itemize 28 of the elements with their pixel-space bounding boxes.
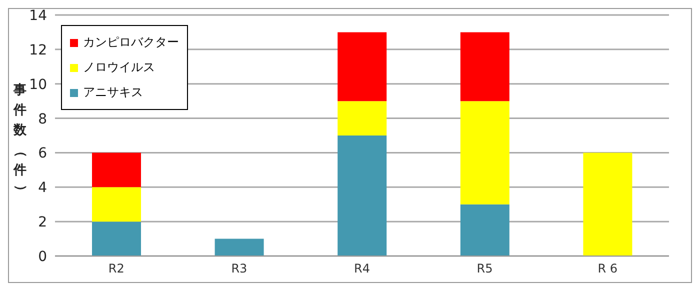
y-axis-title: 事件数（件） (12, 82, 29, 200)
bar (338, 101, 387, 136)
legend-label: ノロウイルス (83, 59, 155, 76)
x-tick-label: R2 (108, 262, 124, 276)
bar (92, 152, 141, 188)
x-tick-label: R 6 (598, 262, 618, 276)
y-tick-label: 2 (38, 214, 47, 231)
y-tick-label: 8 (38, 111, 47, 128)
y-tick-label: 6 (38, 146, 48, 162)
bar (460, 32, 510, 102)
x-tick-label: R5 (476, 262, 493, 276)
legend-label: カンピロバクター (83, 34, 179, 51)
y-tick-label: 12 (29, 42, 47, 58)
bar (460, 204, 510, 256)
bar (92, 187, 141, 222)
x-tick-label: R4 (354, 262, 370, 276)
bar (338, 136, 387, 256)
x-tick-label: R3 (231, 262, 248, 276)
y-tick-label: 10 (29, 76, 47, 93)
bar (583, 152, 632, 256)
y-tick-label: 0 (38, 248, 47, 265)
bar (338, 32, 387, 102)
y-tick-label: 14 (29, 8, 48, 24)
y-tick-label: 4 (38, 180, 48, 196)
bar (460, 101, 510, 204)
bar (92, 222, 141, 256)
bar (214, 238, 264, 256)
legend-label: アニサキス (83, 84, 143, 101)
